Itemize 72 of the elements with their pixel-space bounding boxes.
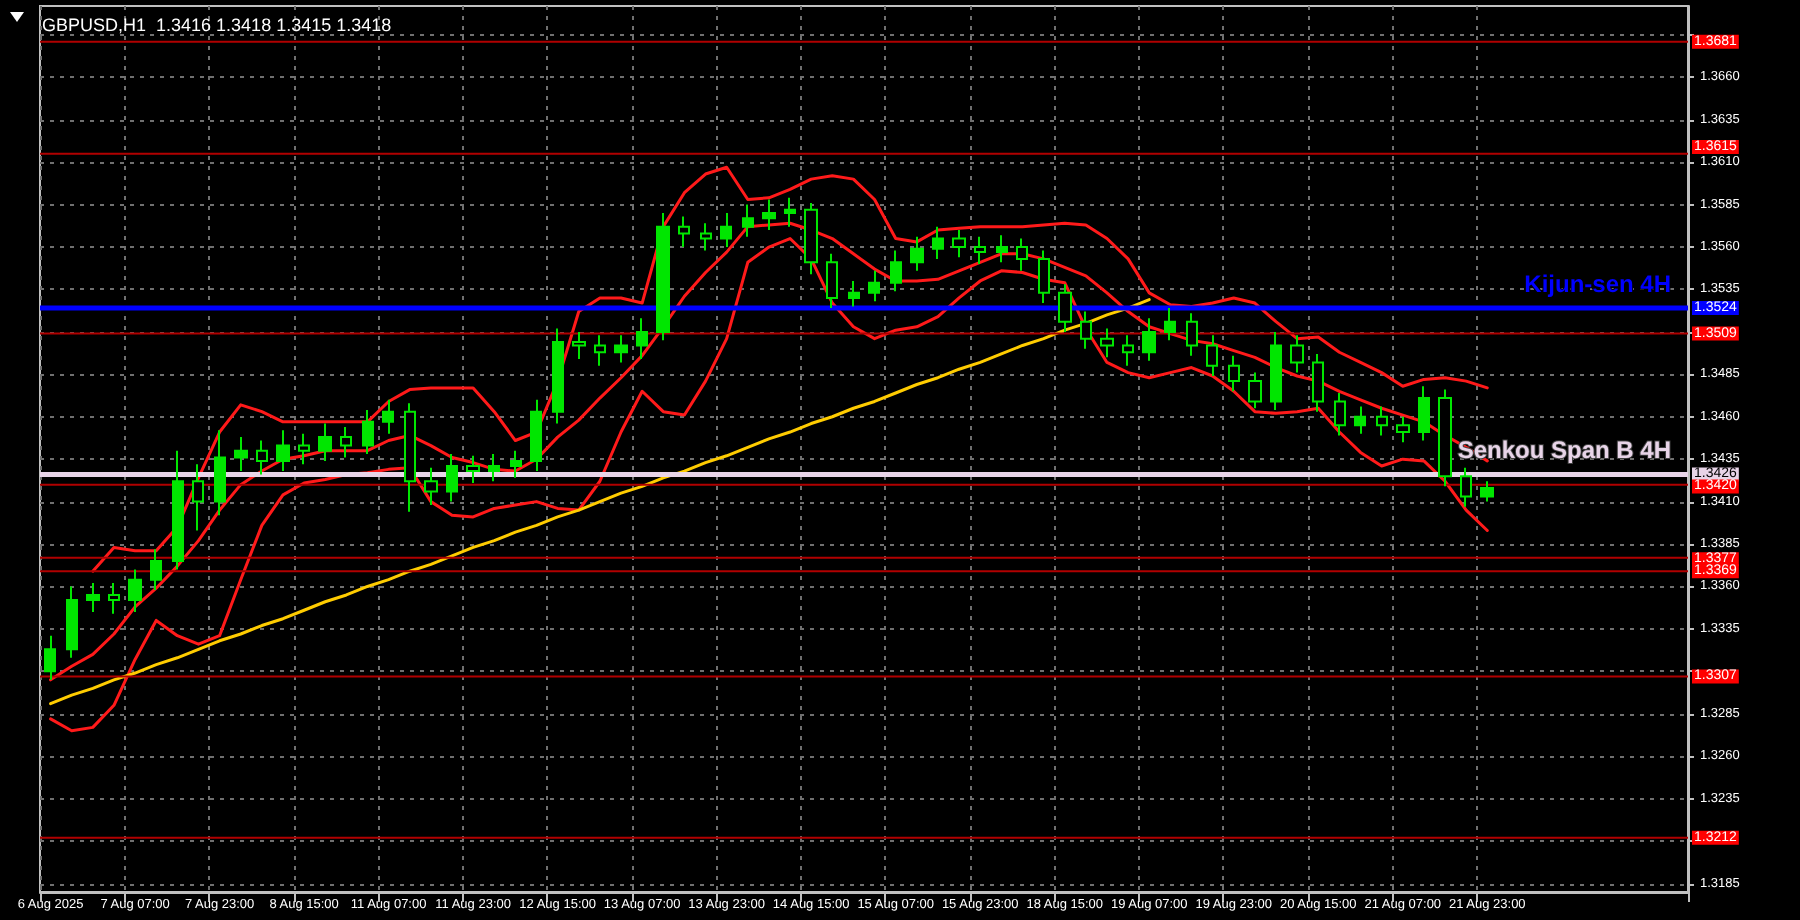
candlestick: [952, 229, 966, 259]
candlestick: [1270, 330, 1282, 411]
candlestick: [572, 330, 586, 361]
candlestick: [86, 582, 100, 613]
candlestick: [742, 203, 754, 238]
candlestick: [1206, 334, 1218, 378]
candlestick: [804, 201, 818, 276]
candlestick: [636, 317, 648, 361]
candlestick: [552, 327, 564, 425]
candlestick: [1186, 312, 1198, 357]
candlestick: [1122, 334, 1134, 367]
candlestick: [1080, 310, 1092, 350]
candlestick: [362, 408, 374, 456]
candlestick: [256, 439, 268, 476]
candlestick: [614, 334, 628, 364]
candlestick: [762, 198, 776, 232]
candlestick: [510, 449, 522, 479]
candlestick: [848, 279, 860, 308]
candlestick: [66, 585, 78, 659]
candlestick: [1142, 317, 1156, 362]
candlestick: [44, 634, 56, 681]
candlestick: [1480, 480, 1494, 503]
candlestick: [172, 449, 184, 571]
candlestick: [1334, 391, 1346, 437]
text: GBPUSD,H1 1.3416 1.3418 1.3415 1.3418: [42, 15, 392, 35]
candlestick: [1248, 371, 1262, 410]
candlestick: [1396, 415, 1410, 444]
candlestick: [784, 196, 796, 228]
candlestick: [488, 453, 500, 483]
candlestick: [214, 429, 226, 517]
candlestick: [446, 453, 458, 503]
candlestick: [826, 252, 838, 310]
candlestick: [1100, 327, 1114, 359]
candlestick: [700, 222, 712, 252]
candlestick: [910, 235, 924, 272]
candlestick: [340, 425, 352, 459]
candlestick: [656, 212, 670, 342]
candlestick: [1418, 385, 1430, 442]
candlestick: [932, 225, 944, 260]
candlestick: [720, 212, 732, 249]
candlestick: [530, 398, 542, 473]
candlestick: [234, 436, 248, 473]
candlestick: [1016, 237, 1028, 272]
candlestick: [1354, 405, 1366, 435]
candlestick: [424, 466, 438, 507]
candlestick: [890, 249, 902, 293]
candlestick: [298, 432, 310, 466]
candlestick: [1228, 354, 1240, 393]
candlestick: [996, 234, 1008, 264]
candlestick: [1058, 283, 1072, 333]
candlestick: [276, 429, 290, 473]
candlestick: [108, 582, 120, 615]
candlestick: [1290, 334, 1304, 374]
line-series: [49, 298, 1151, 706]
candlestick: [974, 235, 986, 265]
candlestick: [1312, 352, 1324, 413]
candlestick: [404, 402, 416, 513]
candlestick: [678, 215, 690, 249]
candlestick: [868, 269, 880, 303]
candlestick: [382, 398, 394, 435]
candlestick: [1164, 307, 1176, 342]
ref-line-label: Kijun-sen 4H: [1524, 270, 1671, 299]
candlestick: [1038, 249, 1050, 305]
candlestick: [192, 463, 204, 532]
candlestick: [466, 454, 480, 484]
candlestick: [594, 334, 606, 367]
candlestick: [318, 422, 332, 462]
candlestick: [128, 568, 142, 613]
candlestick: [150, 548, 162, 591]
candlestick: [1460, 466, 1472, 508]
candlestick: [1438, 388, 1452, 488]
candlestick: [1376, 405, 1388, 437]
